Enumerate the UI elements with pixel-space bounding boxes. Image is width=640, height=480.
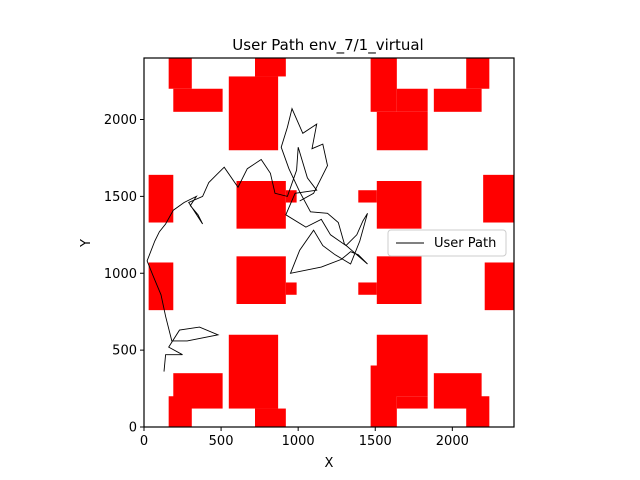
y-tick-label-3: 1500 (104, 190, 137, 205)
obstacle-8 (466, 58, 490, 89)
obstacle-2 (228, 76, 279, 151)
obstacle-16 (236, 256, 286, 304)
obstacle-10 (236, 181, 286, 229)
x-axis-label: X (325, 456, 334, 471)
obstacle-11 (285, 190, 297, 203)
obstacle-18 (358, 282, 377, 295)
obstacles-layer (148, 58, 514, 427)
obstacle-29 (466, 396, 490, 427)
x-tick-label-0: 0 (140, 434, 148, 449)
obstacle-24 (255, 408, 286, 427)
obstacle-12 (358, 190, 377, 203)
chart-title: User Path env_7/1_virtual (232, 36, 423, 55)
obstacle-17 (285, 282, 297, 295)
y-tick-label-0: 0 (129, 421, 137, 436)
obstacle-6 (396, 88, 428, 112)
obstacle-5 (376, 111, 428, 151)
ticks-layer: 0 500 1000 1500 2000 0 500 1000 1500 2000 (104, 113, 469, 449)
obstacle-1 (173, 88, 223, 112)
x-tick-label-3: 1500 (359, 434, 392, 449)
obstacle-15 (148, 262, 174, 311)
y-axis-label: Y (79, 239, 94, 248)
obstacle-7 (433, 88, 482, 112)
legend: User Path (387, 229, 507, 257)
obstacle-14 (483, 174, 514, 223)
obstacle-9 (148, 174, 174, 223)
y-tick-label-1: 500 (112, 344, 137, 359)
x-tick-label-1: 500 (209, 434, 234, 449)
x-tick-label-2: 1000 (282, 434, 315, 449)
obstacle-13 (376, 181, 422, 229)
obstacle-23 (228, 334, 279, 409)
legend-label-user-path: User Path (434, 236, 496, 251)
obstacle-22 (168, 396, 192, 427)
obstacle-3 (255, 58, 286, 77)
legend-box (387, 229, 507, 257)
path-layer (146, 107, 368, 372)
y-tick-label-2: 1000 (104, 267, 137, 282)
obstacle-20 (484, 262, 514, 311)
y-tick-label-4: 2000 (104, 113, 137, 128)
obstacle-19 (376, 256, 422, 304)
obstacle-0 (168, 58, 192, 89)
obstacle-26 (376, 334, 428, 397)
obstacle-27 (396, 396, 428, 409)
plot-frame (143, 57, 515, 428)
x-tick-label-4: 2000 (436, 434, 469, 449)
series-line-0 (146, 107, 368, 372)
obstacle-4 (370, 58, 397, 112)
